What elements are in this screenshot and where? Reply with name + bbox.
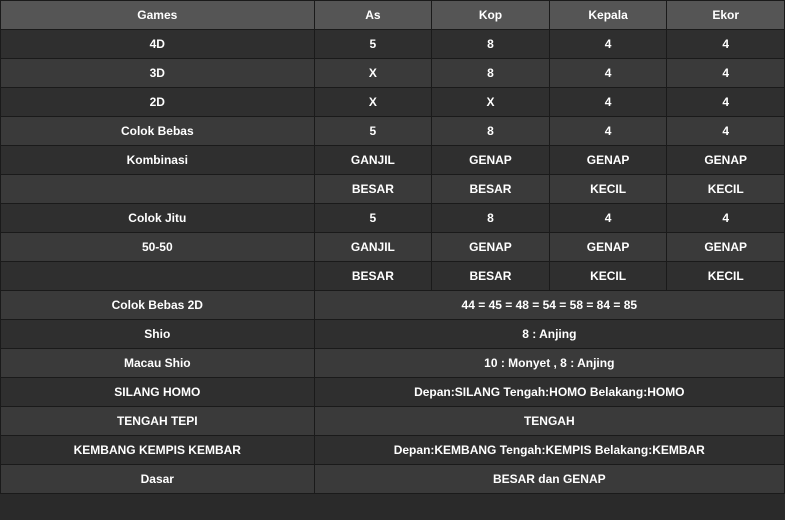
table-row: SILANG HOMODepan:SILANG Tengah:HOMO Bela… <box>1 378 785 407</box>
row-cell: GENAP <box>549 146 667 175</box>
row-cell: X <box>314 59 432 88</box>
row-label: 2D <box>1 88 315 117</box>
table-row: TENGAH TEPITENGAH <box>1 407 785 436</box>
row-cell: KECIL <box>549 262 667 291</box>
row-cell: 4 <box>549 204 667 233</box>
row-cell: 5 <box>314 117 432 146</box>
row-label: Colok Bebas 2D <box>1 291 315 320</box>
row-cell: GENAP <box>549 233 667 262</box>
table-row: 50-50GANJILGENAPGENAPGENAP <box>1 233 785 262</box>
row-merged-value: Depan:KEMBANG Tengah:KEMPIS Belakang:KEM… <box>314 436 784 465</box>
row-label: Colok Jitu <box>1 204 315 233</box>
table-row: Macau Shio10 : Monyet , 8 : Anjing <box>1 349 785 378</box>
table-row: 4D5844 <box>1 30 785 59</box>
row-cell: X <box>314 88 432 117</box>
row-cell: 4 <box>667 59 785 88</box>
col-as: As <box>314 1 432 30</box>
row-cell: 8 <box>432 59 550 88</box>
table-body: 4D58443DX8442DXX44Colok Bebas5844Kombina… <box>1 30 785 494</box>
row-cell: GANJIL <box>314 233 432 262</box>
row-cell: BESAR <box>314 262 432 291</box>
table-row: BESARBESARKECILKECIL <box>1 262 785 291</box>
table-row: Colok Bebas 2D44 = 45 = 48 = 54 = 58 = 8… <box>1 291 785 320</box>
row-label: SILANG HOMO <box>1 378 315 407</box>
row-label <box>1 175 315 204</box>
table-row: KombinasiGANJILGENAPGENAPGENAP <box>1 146 785 175</box>
row-cell: 4 <box>667 204 785 233</box>
row-cell: X <box>432 88 550 117</box>
table-row: Colok Bebas5844 <box>1 117 785 146</box>
row-cell: 8 <box>432 117 550 146</box>
row-cell: 4 <box>549 88 667 117</box>
col-games: Games <box>1 1 315 30</box>
row-cell: KECIL <box>667 175 785 204</box>
row-cell: KECIL <box>667 262 785 291</box>
table-row: Shio8 : Anjing <box>1 320 785 349</box>
row-cell: 4 <box>667 30 785 59</box>
table-row: KEMBANG KEMPIS KEMBARDepan:KEMBANG Tenga… <box>1 436 785 465</box>
row-merged-value: 10 : Monyet , 8 : Anjing <box>314 349 784 378</box>
row-cell: GANJIL <box>314 146 432 175</box>
row-cell: 5 <box>314 204 432 233</box>
row-label: Shio <box>1 320 315 349</box>
row-merged-value: Depan:SILANG Tengah:HOMO Belakang:HOMO <box>314 378 784 407</box>
row-merged-value: 8 : Anjing <box>314 320 784 349</box>
row-merged-value: BESAR dan GENAP <box>314 465 784 494</box>
row-cell: 5 <box>314 30 432 59</box>
table-row: 3DX844 <box>1 59 785 88</box>
row-cell: GENAP <box>667 233 785 262</box>
row-cell: 4 <box>549 117 667 146</box>
col-kop: Kop <box>432 1 550 30</box>
row-cell: GENAP <box>432 146 550 175</box>
row-cell: 4 <box>667 117 785 146</box>
row-merged-value: 44 = 45 = 48 = 54 = 58 = 84 = 85 <box>314 291 784 320</box>
row-label: KEMBANG KEMPIS KEMBAR <box>1 436 315 465</box>
row-cell: GENAP <box>432 233 550 262</box>
row-cell: BESAR <box>432 262 550 291</box>
row-cell: 4 <box>549 59 667 88</box>
row-merged-value: TENGAH <box>314 407 784 436</box>
col-kepala: Kepala <box>549 1 667 30</box>
row-label: 3D <box>1 59 315 88</box>
row-label <box>1 262 315 291</box>
row-cell: BESAR <box>314 175 432 204</box>
table-row: Colok Jitu5844 <box>1 204 785 233</box>
row-cell: 4 <box>549 30 667 59</box>
row-label: 4D <box>1 30 315 59</box>
row-label: 50-50 <box>1 233 315 262</box>
row-label: TENGAH TEPI <box>1 407 315 436</box>
results-table: Games As Kop Kepala Ekor 4D58443DX8442DX… <box>0 0 785 494</box>
row-cell: KECIL <box>549 175 667 204</box>
row-label: Kombinasi <box>1 146 315 175</box>
row-label: Macau Shio <box>1 349 315 378</box>
row-label: Colok Bebas <box>1 117 315 146</box>
row-cell: 4 <box>667 88 785 117</box>
row-cell: 8 <box>432 30 550 59</box>
row-cell: GENAP <box>667 146 785 175</box>
header-row: Games As Kop Kepala Ekor <box>1 1 785 30</box>
table-row: BESARBESARKECILKECIL <box>1 175 785 204</box>
col-ekor: Ekor <box>667 1 785 30</box>
row-label: Dasar <box>1 465 315 494</box>
table-row: DasarBESAR dan GENAP <box>1 465 785 494</box>
table-row: 2DXX44 <box>1 88 785 117</box>
row-cell: BESAR <box>432 175 550 204</box>
row-cell: 8 <box>432 204 550 233</box>
